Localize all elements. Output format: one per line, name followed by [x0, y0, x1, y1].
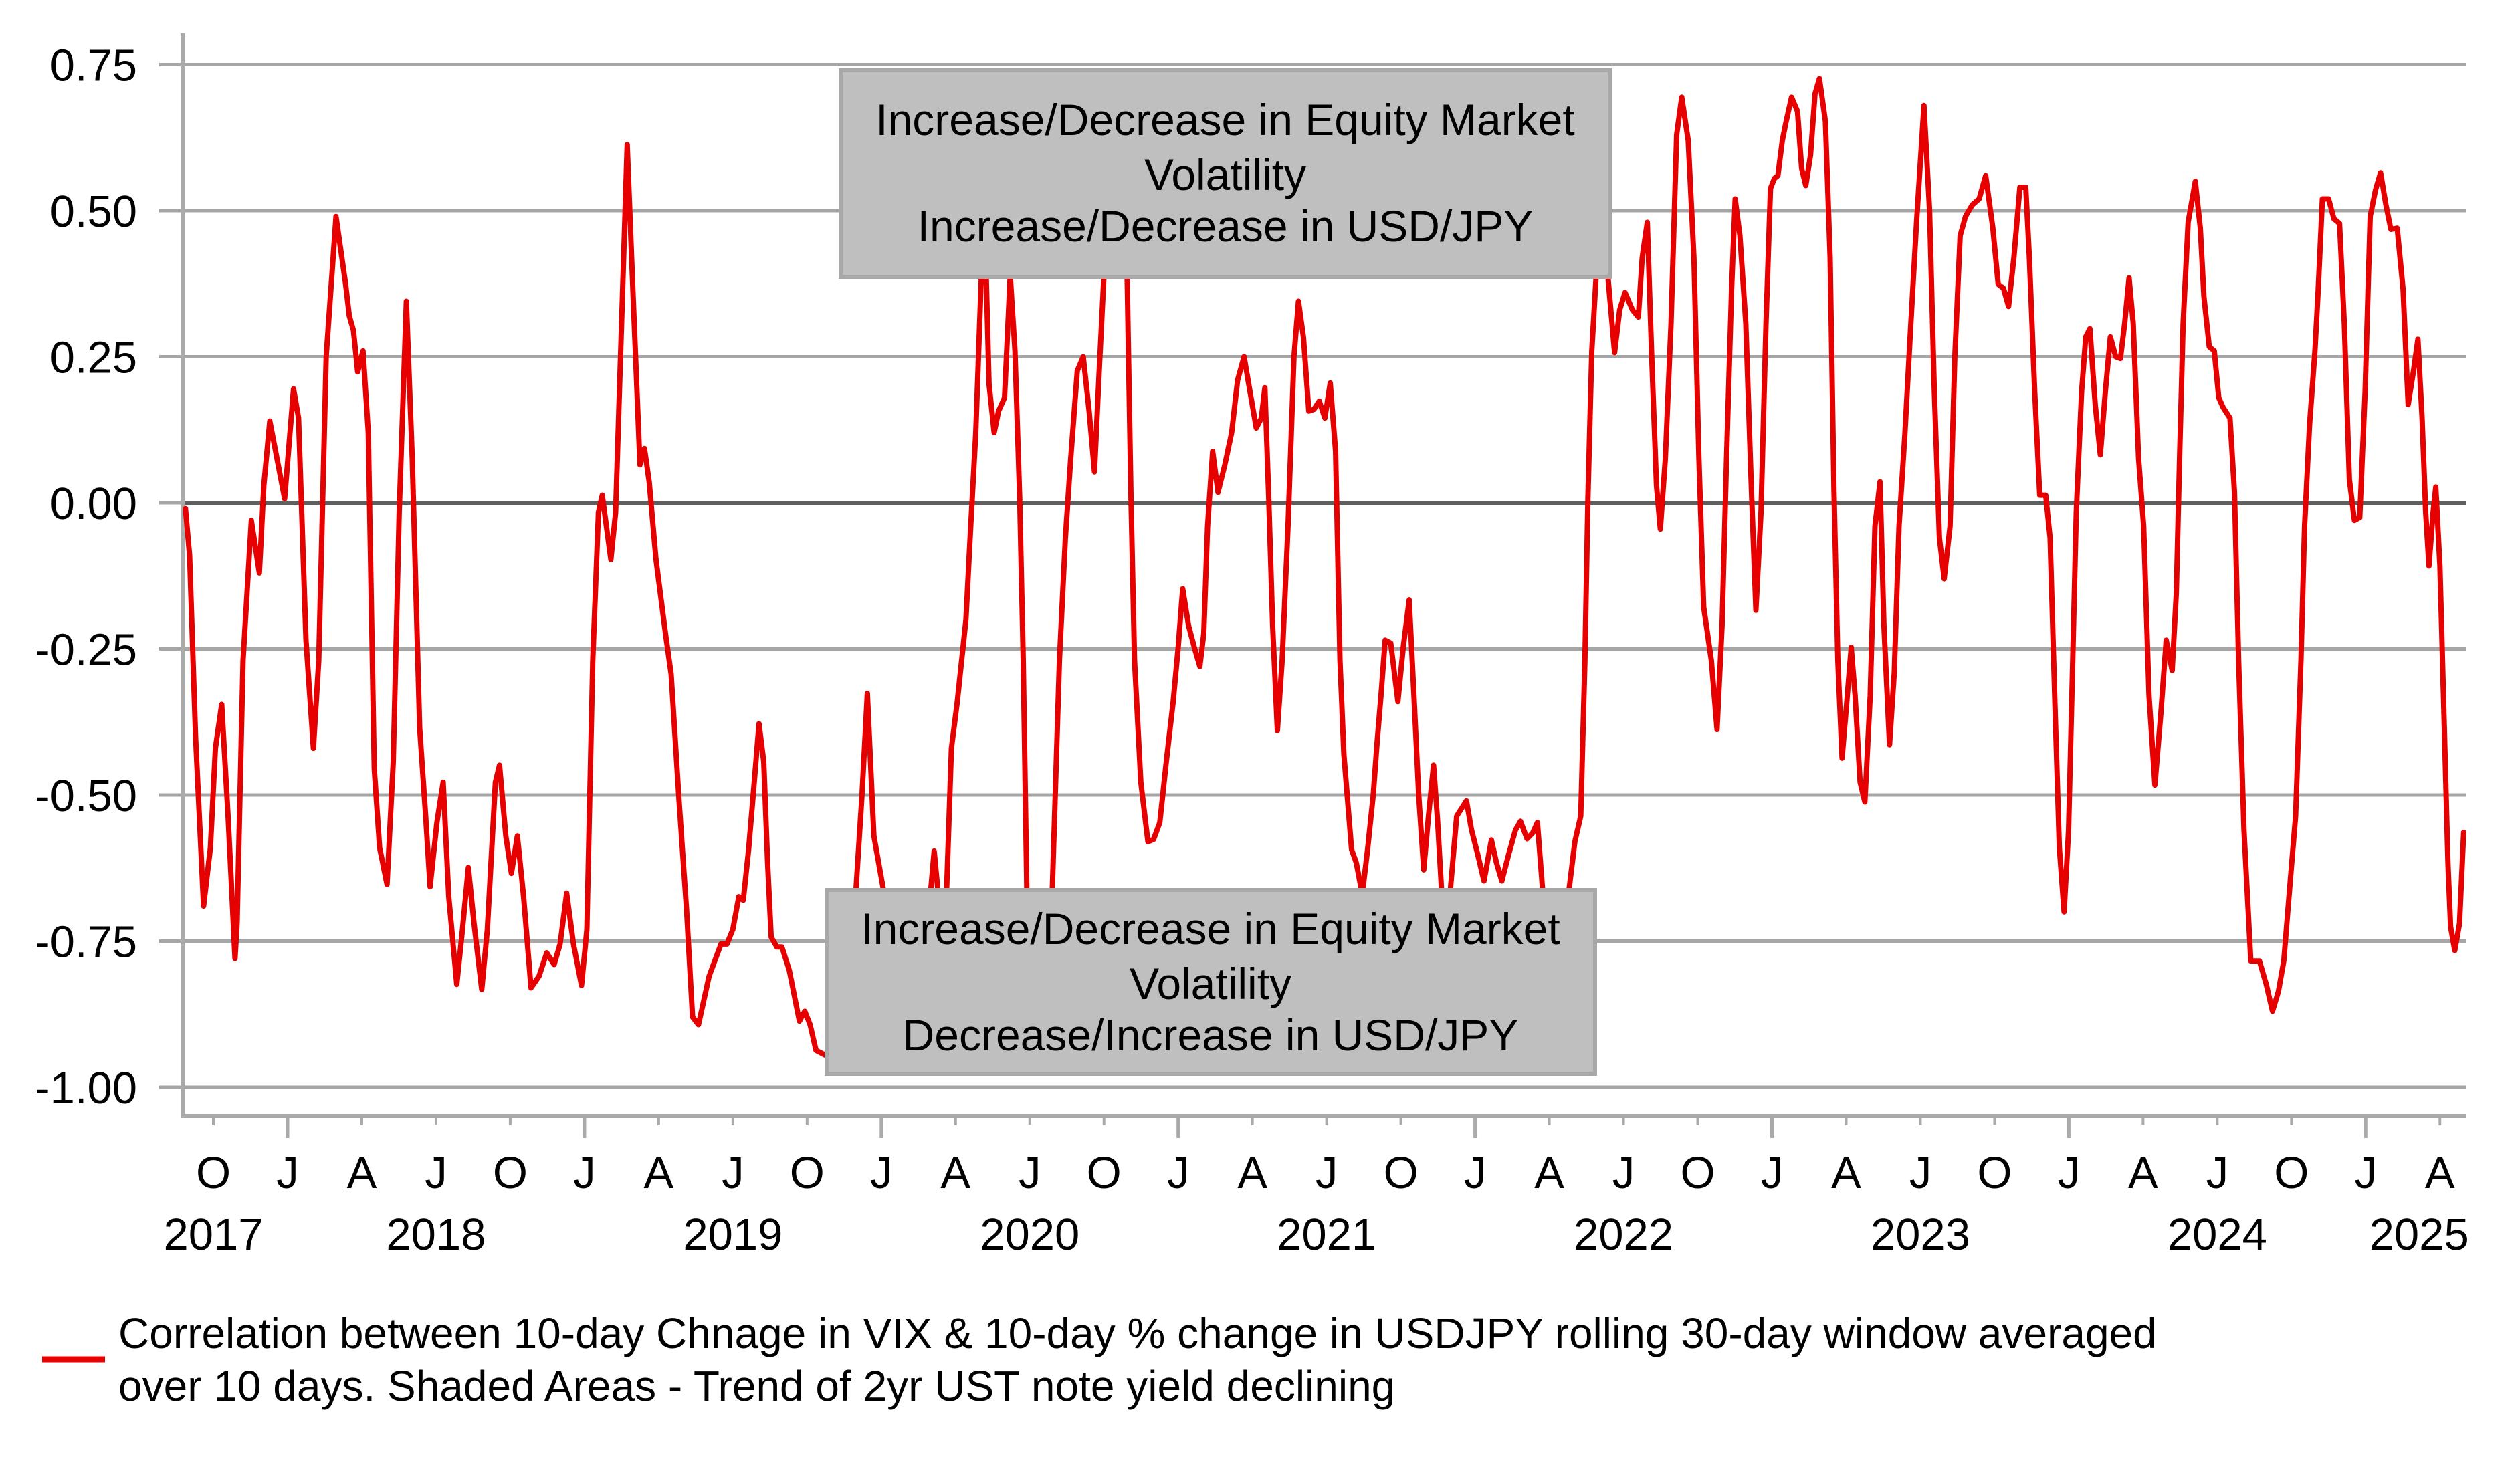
x-month-label: A [644, 1148, 674, 1198]
x-month-label: J [722, 1148, 744, 1198]
x-month-label: O [1384, 1148, 1419, 1198]
x-year-label: 2022 [1574, 1210, 1673, 1260]
x-month-label: O [1977, 1148, 2012, 1198]
x-year-label: 2019 [683, 1210, 782, 1260]
x-axis-ticks [212, 1116, 2442, 1138]
x-month-label: O [790, 1148, 825, 1198]
x-month-label: O [1087, 1148, 1122, 1198]
annotation-lower-line-2: Volatility [1130, 959, 1291, 1008]
x-year-label: 2018 [386, 1210, 486, 1260]
x-month-label: J [1761, 1148, 1784, 1198]
y-tick-label: -0.50 [35, 771, 137, 821]
x-year-label: 2020 [980, 1210, 1079, 1260]
x-month-label: A [940, 1148, 970, 1198]
x-month-label: J [2206, 1148, 2229, 1198]
x-month-label: A [1534, 1148, 1564, 1198]
x-month-label: J [2058, 1148, 2081, 1198]
x-month-label: O [2274, 1148, 2309, 1198]
x-month-label: J [2355, 1148, 2378, 1198]
x-month-label: J [573, 1148, 596, 1198]
x-month-label: O [1680, 1148, 1715, 1198]
annotation-upper-line-1: Increase/Decrease in Equity Market [875, 95, 1574, 144]
y-tick-label: 0.00 [50, 479, 137, 529]
annotation-lower: Increase/Decrease in Equity Market Volat… [825, 888, 1597, 1076]
x-month-label: A [2128, 1148, 2158, 1198]
x-month-label: O [196, 1148, 231, 1198]
x-axis-year-labels: 2017 2018 2019 2020 2021 2022 2023 2024 2025 [163, 1210, 2469, 1260]
annotation-upper-line-3: Increase/Decrease in USD/JPY [918, 201, 1534, 251]
axes [181, 33, 2466, 1118]
x-year-label: 2017 [163, 1210, 263, 1260]
series-layer [183, 76, 2466, 1061]
annotation-upper-line-2: Volatility [1144, 150, 1306, 199]
x-month-label: A [1831, 1148, 1861, 1198]
y-tick-label: -0.25 [35, 625, 137, 675]
x-month-label: J [1909, 1148, 1932, 1198]
y-tick-label: 0.75 [50, 41, 137, 91]
x-month-label: J [1316, 1148, 1338, 1198]
x-year-label: 2023 [1871, 1210, 1970, 1260]
y-tick-label: -0.75 [35, 917, 137, 968]
annotation-upper: Increase/Decrease in Equity Market Volat… [839, 68, 1612, 279]
x-month-label: J [1612, 1148, 1635, 1198]
legend: Correlation between 10-day Chnage in VIX… [42, 1309, 2157, 1410]
x-month-label: A [347, 1148, 377, 1198]
annotation-box-lower [825, 888, 1597, 1076]
x-month-label: O [493, 1148, 528, 1198]
series-line-correlation [183, 76, 2466, 1061]
y-tick-label: 0.25 [50, 333, 137, 383]
x-month-label: A [2425, 1148, 2455, 1198]
y-axis-tick-labels: 0.75 0.50 0.25 0.00 -0.25 -0.50 -0.75 -1.00 [35, 41, 137, 1114]
x-month-label: J [425, 1148, 447, 1198]
x-year-label: 2021 [1277, 1210, 1376, 1260]
x-month-label: J [276, 1148, 299, 1198]
annotation-lower-line-1: Increase/Decrease in Equity Market [861, 904, 1560, 953]
x-year-label: 2025 [2370, 1210, 2469, 1260]
annotation-lower-line-3: Decrease/Increase in USD/JPY [903, 1010, 1519, 1060]
legend-text-line-2: over 10 days. Shaded Areas - Trend of 2y… [118, 1362, 1395, 1410]
x-month-label: J [870, 1148, 893, 1198]
x-month-label: J [1167, 1148, 1190, 1198]
y-tick-label: -1.00 [35, 1063, 137, 1113]
x-month-label: A [1237, 1148, 1267, 1198]
annotation-box-upper [839, 68, 1612, 279]
x-year-label: 2024 [2168, 1210, 2267, 1260]
x-month-label: J [1019, 1148, 1041, 1198]
x-month-label: J [1464, 1148, 1487, 1198]
legend-text-line-1: Correlation between 10-day Chnage in VIX… [118, 1309, 2157, 1357]
y-tick-label: 0.50 [50, 187, 137, 237]
